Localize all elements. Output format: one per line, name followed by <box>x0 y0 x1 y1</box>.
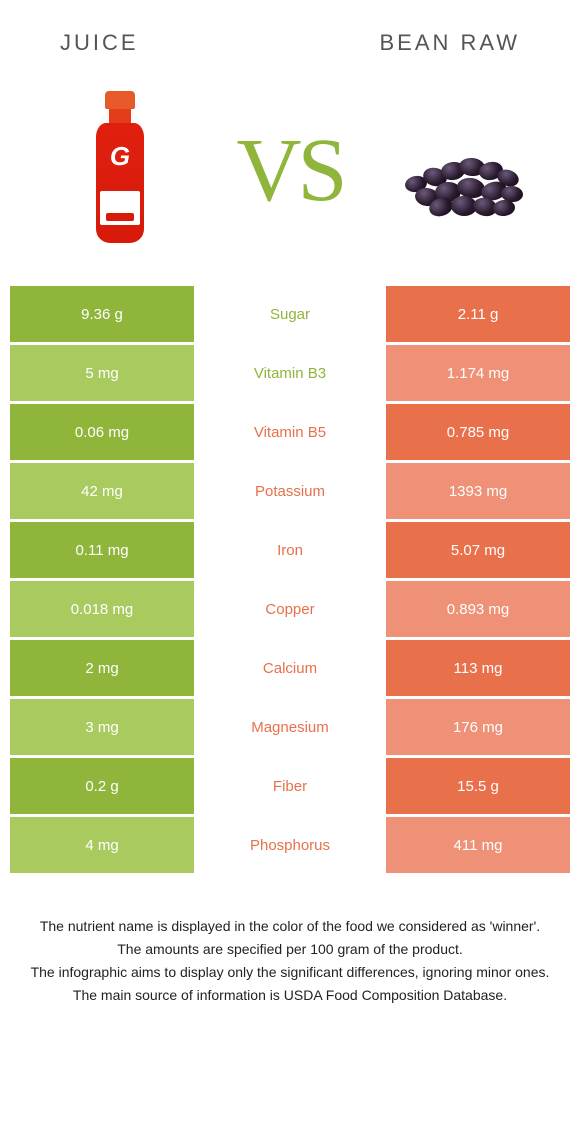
value-left: 42 mg <box>10 463 196 519</box>
nutrient-label: Sugar <box>196 286 384 342</box>
nutrient-label: Vitamin B5 <box>196 404 384 460</box>
title-right: BEAN RAW <box>379 30 520 56</box>
nutrient-label: Phosphorus <box>196 817 384 873</box>
table-row: 5 mgVitamin B31.174 mg <box>10 345 570 401</box>
value-right: 2.11 g <box>384 286 570 342</box>
value-right: 113 mg <box>384 640 570 696</box>
value-right: 15.5 g <box>384 758 570 814</box>
value-right: 176 mg <box>384 699 570 755</box>
value-right: 0.785 mg <box>384 404 570 460</box>
value-right: 0.893 mg <box>384 581 570 637</box>
table-row: 0.018 mgCopper0.893 mg <box>10 581 570 637</box>
table-row: 3 mgMagnesium176 mg <box>10 699 570 755</box>
juice-bottle-icon: G <box>96 91 144 251</box>
nutrient-label: Fiber <box>196 758 384 814</box>
table-row: 0.2 gFiber15.5 g <box>10 758 570 814</box>
value-left: 2 mg <box>10 640 196 696</box>
value-left: 0.06 mg <box>10 404 196 460</box>
beans-icon <box>385 126 535 216</box>
table-row: 0.11 mgIron5.07 mg <box>10 522 570 578</box>
bean-image <box>380 81 540 261</box>
footer-line: The main source of information is USDA F… <box>30 985 550 1006</box>
nutrition-table: 9.36 gSugar2.11 g5 mgVitamin B31.174 mg0… <box>10 286 570 873</box>
footer-line: The nutrient name is displayed in the co… <box>30 916 550 937</box>
value-left: 0.018 mg <box>10 581 196 637</box>
nutrient-label: Vitamin B3 <box>196 345 384 401</box>
value-right: 1393 mg <box>384 463 570 519</box>
value-left: 0.11 mg <box>10 522 196 578</box>
value-left: 9.36 g <box>10 286 196 342</box>
value-left: 5 mg <box>10 345 196 401</box>
comparison-images: G VS <box>0 66 580 286</box>
table-row: 4 mgPhosphorus411 mg <box>10 817 570 873</box>
nutrient-label: Calcium <box>196 640 384 696</box>
nutrient-label: Copper <box>196 581 384 637</box>
value-right: 1.174 mg <box>384 345 570 401</box>
juice-image: G <box>40 81 200 261</box>
title-left: JUICE <box>60 30 139 56</box>
value-left: 3 mg <box>10 699 196 755</box>
vs-text: VS <box>236 126 343 216</box>
value-right: 411 mg <box>384 817 570 873</box>
table-row: 42 mgPotassium1393 mg <box>10 463 570 519</box>
footer-notes: The nutrient name is displayed in the co… <box>0 876 580 1006</box>
table-row: 9.36 gSugar2.11 g <box>10 286 570 342</box>
nutrient-label: Magnesium <box>196 699 384 755</box>
header-titles: JUICE BEAN RAW <box>0 0 580 66</box>
nutrient-label: Iron <box>196 522 384 578</box>
value-left: 4 mg <box>10 817 196 873</box>
nutrient-label: Potassium <box>196 463 384 519</box>
footer-line: The infographic aims to display only the… <box>30 962 550 983</box>
footer-line: The amounts are specified per 100 gram o… <box>30 939 550 960</box>
table-row: 2 mgCalcium113 mg <box>10 640 570 696</box>
value-right: 5.07 mg <box>384 522 570 578</box>
value-left: 0.2 g <box>10 758 196 814</box>
table-row: 0.06 mgVitamin B50.785 mg <box>10 404 570 460</box>
